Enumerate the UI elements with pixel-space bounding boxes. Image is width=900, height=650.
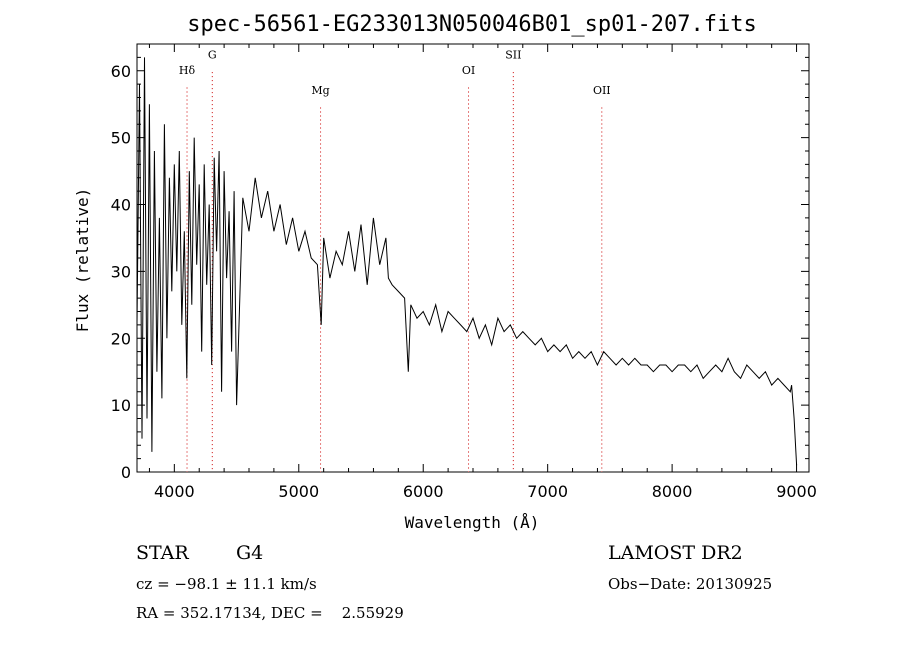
y-axis-label: Flux (relative) [73,188,92,333]
y-tick-label: 30 [111,262,131,281]
chart-title: spec-56561-EG233013N050046B01_sp01-207.f… [187,12,757,37]
y-tick-label: 50 [111,129,131,148]
y-tick-label: 60 [111,62,131,81]
coordinates: RA = 352.17134, DEC = 2.55929 [136,604,404,622]
line-marker-label: Mg [311,84,329,97]
line-marker-label: OII [593,84,611,97]
x-tick-label: 9000 [776,482,817,501]
observation-date: Obs−Date: 20130925 [608,575,773,593]
object-class: STAR [136,542,189,564]
plot-area: 4000 5000 6000 7000 8000 9000 0 10 20 30 40 50 60 Hδ G… [111,43,817,501]
line-marker-label: G [208,49,217,62]
redshift-velocity: cz = −98.1 ± 11.1 km/s [136,575,317,593]
survey-name: LAMOST DR2 [608,542,743,564]
plot-frame [136,43,810,473]
line-marker-label: OI [462,64,475,77]
y-tick-label: 20 [111,329,131,348]
x-axis-label: Wavelength (Å) [405,513,540,532]
line-marker-label: SII [505,49,521,62]
x-tick-label: 5000 [278,482,319,501]
x-tick-label: 6000 [403,482,444,501]
x-tick-label: 8000 [652,482,693,501]
x-tick-label: 7000 [527,482,568,501]
x-tick-label: 4000 [154,482,195,501]
y-tick-label: 10 [111,396,131,415]
line-marker-label: Hδ [179,64,196,77]
object-subclass: G4 [236,542,264,564]
y-tick-label: 0 [121,463,131,482]
y-tick-label: 40 [111,196,131,215]
spectrum-series [136,57,798,466]
